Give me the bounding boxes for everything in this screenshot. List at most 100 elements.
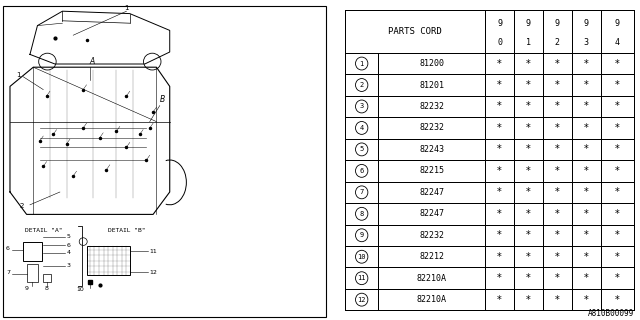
Text: *: * [497, 295, 502, 305]
Text: 6: 6 [67, 243, 70, 248]
Text: PARTS CORD: PARTS CORD [388, 27, 442, 36]
Text: 9: 9 [360, 232, 364, 238]
Text: 1: 1 [526, 38, 531, 47]
Text: 10: 10 [76, 287, 84, 292]
Text: 81200: 81200 [419, 59, 444, 68]
Text: 3: 3 [360, 103, 364, 109]
Text: 82243: 82243 [419, 145, 444, 154]
Text: *: * [497, 101, 502, 111]
Text: *: * [555, 166, 560, 176]
Text: *: * [497, 273, 502, 283]
Text: 82210A: 82210A [417, 295, 447, 304]
Text: 10: 10 [358, 254, 366, 260]
Text: *: * [497, 59, 502, 68]
Text: *: * [615, 80, 620, 90]
Text: *: * [526, 101, 531, 111]
Text: 4: 4 [360, 125, 364, 131]
Text: 9: 9 [584, 19, 589, 28]
Text: 82247: 82247 [419, 188, 444, 197]
Text: *: * [615, 123, 620, 133]
Text: 2: 2 [360, 82, 364, 88]
Text: 5: 5 [67, 234, 70, 239]
Text: *: * [584, 209, 589, 219]
Text: 82232: 82232 [419, 102, 444, 111]
Text: *: * [497, 166, 502, 176]
Text: *: * [584, 123, 589, 133]
Text: 0: 0 [497, 38, 502, 47]
Text: 5: 5 [360, 147, 364, 152]
Bar [86, 246, 130, 275]
Text: 82232: 82232 [419, 231, 444, 240]
Text: 82232: 82232 [419, 124, 444, 132]
Text: *: * [615, 295, 620, 305]
Text: *: * [615, 166, 620, 176]
Text: *: * [584, 144, 589, 155]
Text: *: * [526, 80, 531, 90]
Text: *: * [555, 252, 560, 262]
Text: 7: 7 [6, 269, 10, 275]
Text: *: * [584, 252, 589, 262]
Text: 82215: 82215 [419, 166, 444, 175]
Text: *: * [584, 80, 589, 90]
Text: *: * [615, 144, 620, 155]
Text: 11: 11 [150, 249, 157, 254]
Text: DETAIL "A": DETAIL "A" [24, 228, 62, 233]
Text: 9: 9 [526, 19, 531, 28]
Text: 6: 6 [360, 168, 364, 174]
Text: *: * [497, 80, 502, 90]
Bar [27, 264, 38, 282]
Text: *: * [555, 144, 560, 155]
Bar [44, 274, 51, 282]
Text: *: * [615, 273, 620, 283]
Text: 9: 9 [24, 285, 29, 291]
Text: A810B00099: A810B00099 [588, 309, 634, 318]
Text: 1: 1 [124, 4, 129, 11]
Text: 9: 9 [497, 19, 502, 28]
Text: 3: 3 [584, 38, 589, 47]
Text: *: * [526, 59, 531, 68]
Text: *: * [497, 144, 502, 155]
Text: *: * [555, 209, 560, 219]
Text: 82247: 82247 [419, 209, 444, 218]
Text: 12: 12 [358, 297, 366, 303]
Text: *: * [497, 123, 502, 133]
Text: 12: 12 [150, 269, 157, 275]
Text: *: * [555, 273, 560, 283]
Text: *: * [497, 209, 502, 219]
Text: *: * [584, 59, 589, 68]
Text: *: * [584, 166, 589, 176]
Text: B: B [160, 95, 165, 104]
Text: *: * [497, 230, 502, 240]
Text: *: * [526, 273, 531, 283]
Text: 9: 9 [555, 19, 560, 28]
Text: 4: 4 [615, 38, 620, 47]
Text: 82210A: 82210A [417, 274, 447, 283]
Text: *: * [497, 187, 502, 197]
Text: *: * [555, 230, 560, 240]
Text: *: * [584, 273, 589, 283]
Text: 8: 8 [360, 211, 364, 217]
Text: *: * [584, 101, 589, 111]
Text: *: * [526, 230, 531, 240]
Text: *: * [615, 252, 620, 262]
Text: *: * [615, 209, 620, 219]
Text: *: * [555, 101, 560, 111]
Text: *: * [615, 59, 620, 68]
Text: *: * [584, 230, 589, 240]
Text: 6: 6 [6, 246, 10, 251]
Text: *: * [555, 123, 560, 133]
Text: *: * [526, 166, 531, 176]
Text: 9: 9 [615, 19, 620, 28]
Text: *: * [555, 80, 560, 90]
Text: *: * [615, 187, 620, 197]
Text: 81201: 81201 [419, 81, 444, 90]
Text: *: * [526, 123, 531, 133]
Text: 8: 8 [45, 285, 49, 291]
Text: *: * [615, 101, 620, 111]
Text: 11: 11 [358, 275, 366, 281]
Text: 7: 7 [360, 189, 364, 195]
Text: *: * [615, 230, 620, 240]
Text: *: * [526, 209, 531, 219]
Text: *: * [526, 144, 531, 155]
Text: *: * [526, 187, 531, 197]
